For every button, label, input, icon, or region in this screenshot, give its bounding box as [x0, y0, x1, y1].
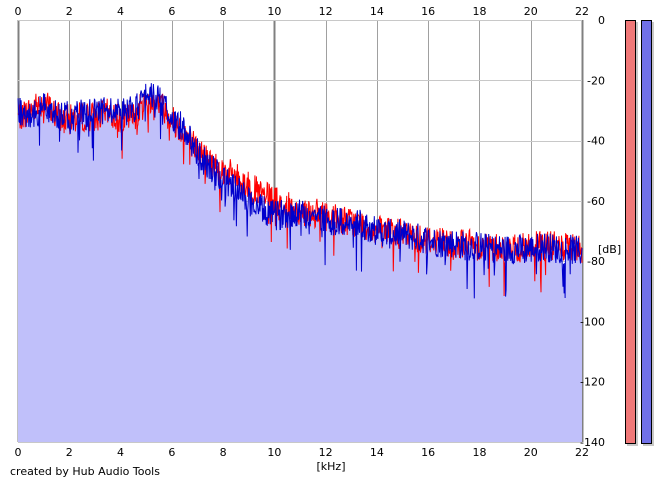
- x-tick-label-top: 0: [15, 5, 22, 18]
- y-axis-label: [dB]: [598, 243, 621, 256]
- x-tick-label-top: 2: [66, 5, 73, 18]
- level-meter-left: [625, 20, 636, 444]
- x-tick-label-bottom: 0: [15, 446, 22, 459]
- y-tick-label: 0: [598, 14, 605, 27]
- x-tick-label-top: 4: [117, 5, 124, 18]
- x-tick-label-top: 8: [220, 5, 227, 18]
- x-tick-label-top: 20: [524, 5, 538, 18]
- x-tick-label-bottom: 14: [370, 446, 384, 459]
- series-right-channel-line: [17, 83, 583, 299]
- x-tick-label-bottom: 8: [220, 446, 227, 459]
- x-tick-label-top: 6: [168, 5, 175, 18]
- x-tick-label-bottom: 4: [117, 446, 124, 459]
- x-axis-label: [kHz]: [317, 460, 346, 473]
- x-tick-label-top: 10: [267, 5, 281, 18]
- x-tick-label-bottom: 16: [421, 446, 435, 459]
- y-tick-label: -60: [587, 195, 605, 208]
- x-tick-label-bottom: 18: [472, 446, 486, 459]
- spectrum-fill-area: [18, 83, 582, 442]
- x-tick-label-top: 12: [319, 5, 333, 18]
- x-tick-label-bottom: 20: [524, 446, 538, 459]
- x-tick-label-top: 18: [472, 5, 486, 18]
- y-tick-label: -140: [580, 436, 605, 449]
- x-tick-label-bottom: 12: [319, 446, 333, 459]
- y-tick-label: -80: [587, 255, 605, 268]
- credit-text: created by Hub Audio Tools: [10, 465, 160, 478]
- x-tick-label-top: 22: [575, 5, 589, 18]
- y-tick-label: -120: [580, 376, 605, 389]
- x-tick-label-top: 16: [421, 5, 435, 18]
- level-meter-right: [641, 20, 652, 444]
- x-tick-label-bottom: 2: [66, 446, 73, 459]
- x-tick-label-bottom: 10: [267, 446, 281, 459]
- x-tick-label-top: 14: [370, 5, 384, 18]
- tick-labels: 002244668810101212141416161818202022220-…: [15, 5, 606, 459]
- x-tick-label-bottom: 6: [168, 446, 175, 459]
- y-tick-label: -40: [587, 135, 605, 148]
- x-tick-label-bottom: 22: [575, 446, 589, 459]
- y-tick-label: -20: [587, 74, 605, 87]
- y-tick-label: -100: [580, 315, 605, 328]
